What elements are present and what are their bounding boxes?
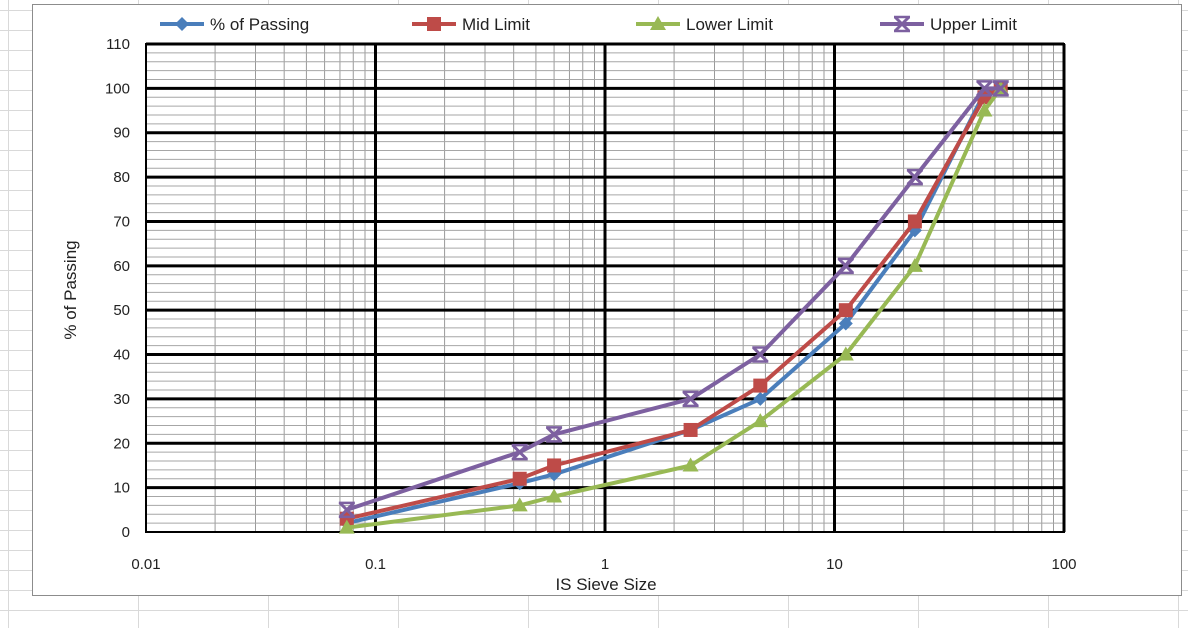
y-tick-label: 10: [113, 480, 130, 497]
data-point: [547, 458, 561, 472]
x-tick-label: 1: [601, 556, 609, 573]
data-point: [513, 472, 527, 486]
legend: % of Passing Mid Limit Lower Limit Upper Li…: [160, 15, 1017, 34]
x-tick-label: 0.1: [365, 556, 386, 573]
x-axis-title: IS Sieve Size: [555, 575, 656, 594]
y-tick-label: 70: [113, 213, 130, 230]
y-tick-label: 60: [113, 258, 130, 275]
y-tick-label: 0: [122, 524, 130, 541]
y-tick-label: 20: [113, 435, 130, 452]
data-point: [839, 303, 853, 317]
y-tick-label: 90: [113, 125, 130, 142]
legend-marker: [175, 17, 189, 31]
legend-label: Mid Limit: [462, 15, 530, 34]
data-point: [753, 379, 767, 393]
data-point: [684, 423, 698, 437]
y-tick-label: 50: [113, 302, 130, 319]
legend-item: Lower Limit: [636, 15, 773, 34]
x-tick-label: 0.01: [131, 556, 160, 573]
y-axis-title: % of Passing: [61, 240, 80, 339]
legend-label: Upper Limit: [930, 15, 1017, 34]
legend-label: % of Passing: [210, 15, 309, 34]
y-tick-label: 110: [106, 36, 130, 53]
legend-item: % of Passing: [160, 15, 309, 34]
legend-marker: [427, 17, 441, 31]
x-tick-label: 10: [826, 556, 843, 573]
y-tick-label: 100: [105, 80, 130, 97]
y-tick-label: 40: [113, 347, 130, 364]
y-tick-label: 30: [113, 391, 130, 408]
x-tick-label: 100: [1051, 556, 1076, 573]
legend-item: Mid Limit: [412, 15, 530, 34]
y-tick-label: 80: [113, 169, 130, 186]
data-point: [908, 214, 922, 228]
legend-item: Upper Limit: [880, 15, 1017, 34]
legend-label: Lower Limit: [686, 15, 773, 34]
